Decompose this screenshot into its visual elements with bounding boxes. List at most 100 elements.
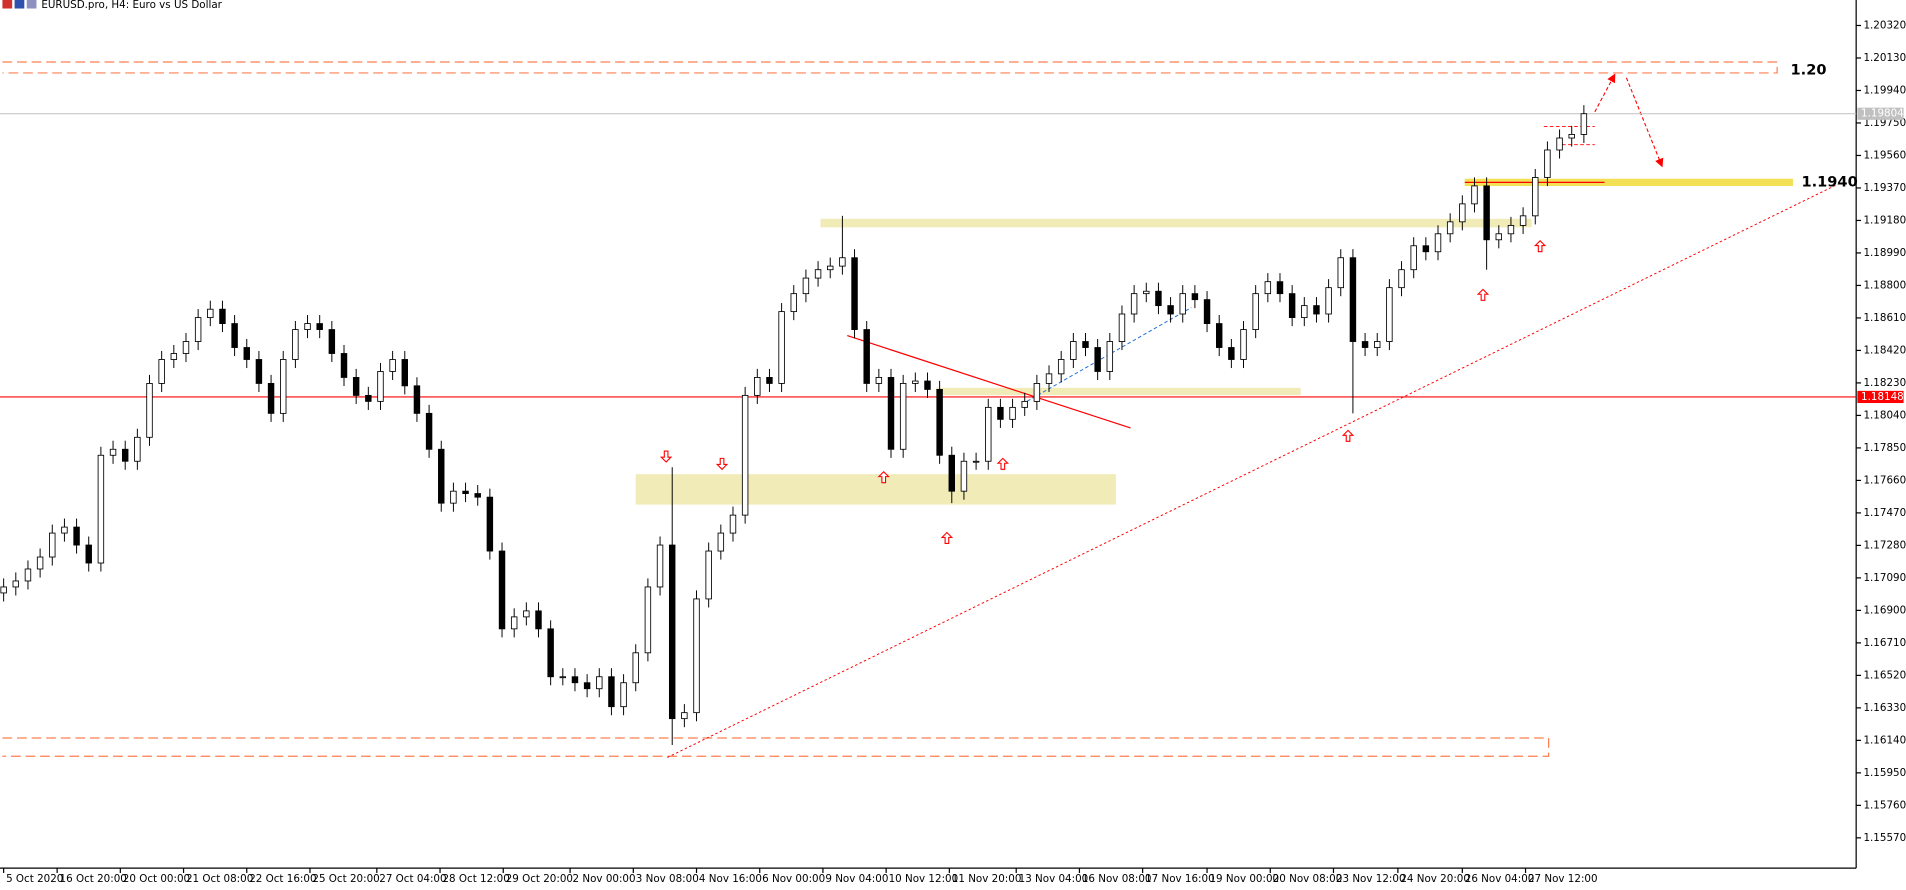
x-tick-label: 3 Nov 08:00 — [636, 873, 699, 885]
y-tick-label: 1.18610 — [1863, 312, 1906, 324]
candle-body — [1203, 299, 1211, 325]
candle-body — [863, 329, 870, 384]
candle-body — [1057, 359, 1065, 375]
x-tick-label: 20 Nov 08:00 — [1273, 873, 1343, 885]
x-tick-label: 22 Oct 16:00 — [249, 873, 316, 885]
candle-body — [36, 556, 44, 570]
candle-body — [1179, 293, 1186, 315]
candle-body — [1021, 400, 1028, 408]
trend-line — [667, 181, 1842, 758]
candle-body — [134, 436, 141, 462]
arrow — [1594, 73, 1616, 113]
candle-body — [571, 676, 579, 684]
y-tick-label: 1.16140 — [1863, 734, 1906, 746]
y-tick-label: 1.18800 — [1863, 279, 1906, 291]
candle-body — [267, 383, 275, 414]
candle-body — [1313, 305, 1320, 315]
candle-body — [1434, 233, 1442, 253]
level-box — [1857, 390, 1904, 404]
y-tick-label: 1.19750 — [1863, 117, 1906, 129]
x-tick-label: 5 Oct 2020 — [6, 873, 63, 885]
candle-body — [1070, 341, 1077, 360]
x-tick-label: 20 Oct 00:00 — [123, 873, 190, 885]
y-tick-label: 1.18990 — [1863, 247, 1906, 259]
candle-body — [754, 377, 761, 396]
candle-body — [1325, 287, 1332, 315]
candle-body — [498, 550, 506, 630]
candle-body — [1106, 341, 1114, 372]
range-box — [2, 61, 1778, 757]
candle-body — [1422, 245, 1430, 253]
candle-body — [413, 385, 421, 414]
candle-body — [1191, 293, 1199, 301]
candle-body — [401, 359, 409, 387]
candle-body — [547, 628, 554, 678]
candle-body — [656, 544, 664, 588]
candle-body — [693, 598, 700, 714]
candle-body — [1167, 305, 1174, 315]
candle-body — [1519, 215, 1527, 226]
candle-body — [608, 676, 615, 708]
price-label: 1.19804 — [1861, 108, 1904, 120]
x-tick-label: 27 Nov 12:00 — [1528, 873, 1598, 885]
candle-body — [1301, 305, 1308, 319]
x-tick-label: 6 Nov 00:00 — [762, 873, 825, 885]
candle-body — [827, 265, 834, 271]
candle-body — [1398, 269, 1405, 289]
x-tick-label: 29 Oct 20:00 — [506, 873, 573, 885]
candle-body — [705, 550, 712, 600]
candle-body — [1471, 185, 1478, 205]
candle-body — [1288, 293, 1296, 319]
candle-body — [1507, 224, 1515, 235]
x-tick-label: 11 Nov 20:00 — [952, 873, 1022, 885]
annotation: 1.1940 — [1801, 173, 1857, 190]
price-box — [1857, 107, 1904, 120]
y-tick-label: 1.15570 — [1863, 832, 1906, 844]
candle-body — [61, 526, 68, 534]
candle-body — [1033, 383, 1041, 402]
candle-body — [936, 388, 943, 456]
y-tick-label: 1.16900 — [1863, 604, 1906, 616]
candle-body — [535, 610, 542, 630]
candle-body — [1532, 177, 1539, 217]
candle-body — [644, 586, 652, 654]
candle-body — [316, 323, 323, 330]
candle-body — [1143, 290, 1150, 295]
candle-body — [377, 371, 384, 402]
candle-body — [474, 493, 481, 498]
y-tick-label: 1.18420 — [1863, 344, 1906, 356]
y-tick-label: 1.17280 — [1863, 539, 1906, 551]
candle-body — [924, 380, 931, 390]
candle-body — [912, 380, 919, 384]
candle-body — [85, 544, 92, 564]
candle-body — [450, 490, 457, 504]
zone — [635, 474, 1116, 505]
candle-body — [1544, 149, 1551, 178]
candle-body — [1240, 329, 1247, 360]
candle-body — [365, 394, 372, 402]
x-tick-label: 9 Nov 04:00 — [825, 873, 888, 885]
candle-body — [109, 448, 117, 456]
trend-line — [847, 334, 1131, 429]
zone — [935, 387, 1301, 396]
candle-body — [121, 448, 129, 462]
y-tick-label: 1.17470 — [1863, 507, 1906, 519]
candle-body — [438, 448, 445, 504]
candle-body — [1580, 113, 1588, 135]
candle-body — [1337, 257, 1344, 289]
candle-body — [425, 412, 433, 450]
candle-body — [741, 394, 749, 516]
flag-icon — [26, 0, 37, 9]
candle-body — [875, 377, 883, 384]
candle-body — [523, 610, 530, 618]
candle-body — [1009, 406, 1016, 420]
candle-body — [1215, 323, 1223, 348]
candle-body — [790, 293, 797, 313]
candle-body — [146, 383, 153, 438]
candle-body — [486, 496, 494, 552]
range-line — [2, 61, 1778, 74]
y-tick-label: 1.19940 — [1863, 84, 1906, 96]
candle-body — [73, 526, 80, 546]
x-tick-label: 10 Nov 12:00 — [889, 873, 959, 885]
